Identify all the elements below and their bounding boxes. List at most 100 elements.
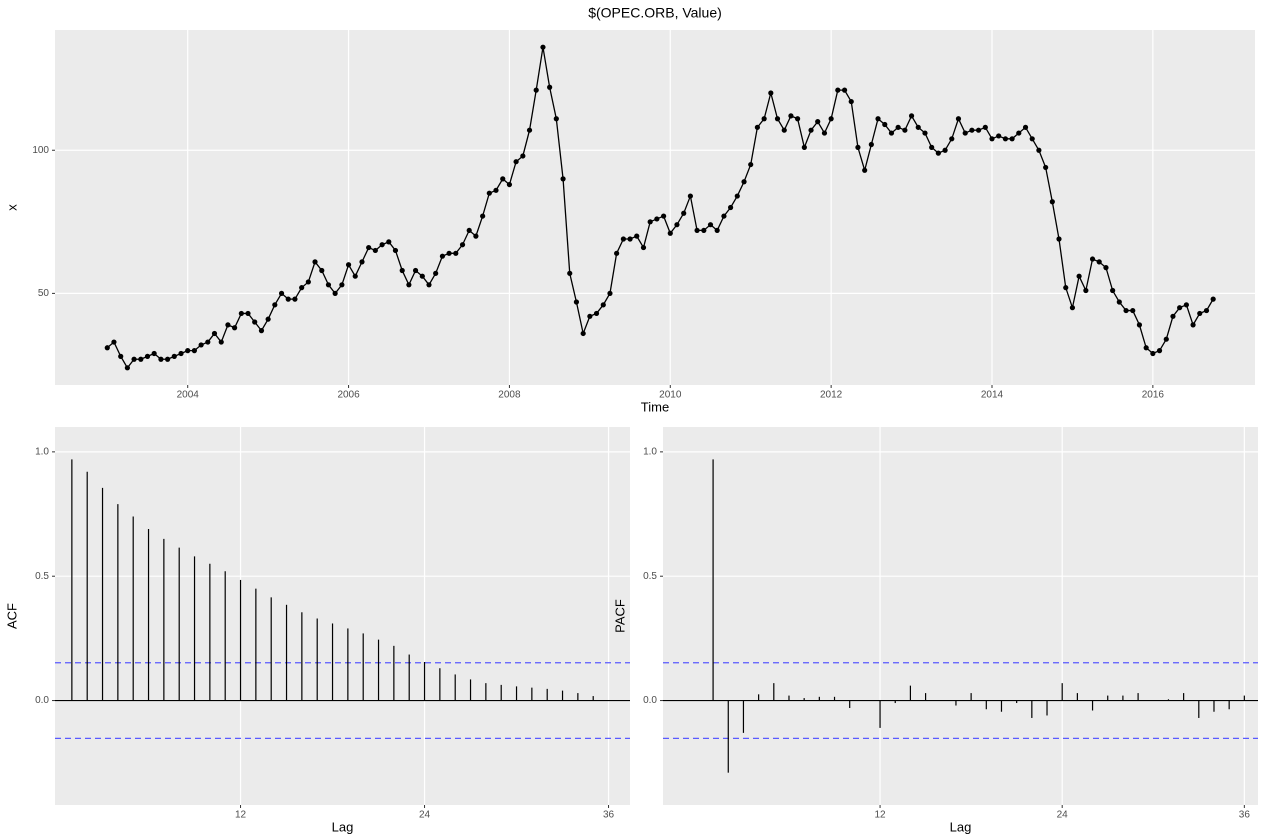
data-point	[426, 282, 432, 288]
data-point	[748, 161, 754, 168]
data-point	[459, 242, 466, 248]
data-point	[661, 213, 667, 219]
data-point	[768, 90, 774, 96]
panel-background	[663, 427, 1258, 805]
data-point	[345, 262, 352, 268]
y-tick-label: 0.5	[643, 571, 657, 582]
panel-background	[55, 30, 1255, 385]
data-point	[339, 282, 345, 288]
data-point	[399, 267, 405, 274]
data-point	[1056, 236, 1062, 242]
data-point	[433, 270, 439, 276]
x-tick-label: 2004	[177, 390, 200, 401]
data-point	[1009, 136, 1015, 142]
data-point	[1076, 273, 1082, 279]
data-point	[741, 179, 747, 185]
y-axis-label: ACF	[4, 603, 19, 629]
data-point	[419, 273, 425, 279]
data-point	[486, 190, 492, 196]
data-point	[144, 353, 151, 359]
data-point	[1163, 336, 1169, 342]
x-tick-label: 36	[603, 810, 615, 821]
data-point	[493, 187, 499, 193]
data-point	[406, 282, 412, 288]
data-point	[560, 176, 566, 182]
data-point	[573, 299, 580, 305]
data-point	[888, 130, 895, 136]
x-tick-label: 24	[1057, 810, 1069, 821]
x-tick-label: 2010	[659, 390, 682, 401]
data-point	[1150, 350, 1156, 357]
data-point	[386, 239, 392, 245]
data-point	[795, 116, 801, 122]
data-point	[1069, 305, 1076, 311]
data-point	[312, 259, 318, 265]
data-point	[352, 273, 358, 279]
data-point	[513, 159, 519, 165]
data-point	[955, 116, 962, 122]
data-point	[151, 350, 157, 357]
data-point	[218, 339, 224, 345]
data-point	[728, 204, 734, 211]
data-point	[1096, 259, 1102, 265]
data-point	[835, 87, 841, 93]
data-point	[439, 253, 446, 259]
data-point	[882, 121, 888, 128]
data-point	[412, 267, 419, 274]
data-point	[526, 127, 533, 133]
data-point	[667, 230, 673, 236]
data-point	[634, 233, 640, 239]
data-point	[1156, 348, 1163, 354]
y-tick-label: 1.0	[35, 447, 49, 458]
data-point	[1210, 296, 1216, 302]
data-point	[761, 116, 767, 122]
data-point	[547, 84, 553, 90]
data-point	[158, 356, 164, 362]
y-tick-label: 0.0	[35, 695, 49, 706]
data-point	[862, 167, 868, 173]
data-point	[821, 130, 828, 136]
y-axis-label: x	[4, 204, 19, 211]
data-point	[848, 98, 854, 105]
x-axis-label: Lag	[950, 819, 972, 834]
data-point	[1103, 265, 1109, 271]
y-tick-label: 0.5	[35, 571, 49, 582]
data-point	[258, 328, 265, 334]
data-point	[332, 290, 338, 296]
data-point	[178, 350, 184, 357]
data-point	[211, 330, 218, 337]
data-point	[640, 244, 647, 251]
data-point	[587, 313, 593, 319]
data-point	[272, 302, 278, 308]
data-point	[118, 353, 124, 359]
data-point	[480, 213, 486, 219]
data-point	[815, 119, 821, 125]
y-tick-label: 50	[38, 288, 50, 299]
data-point	[754, 124, 760, 130]
data-point	[975, 127, 982, 133]
data-point	[1177, 305, 1183, 311]
data-point	[593, 310, 600, 317]
y-tick-label: 1.0	[643, 447, 657, 458]
data-point	[868, 141, 874, 148]
data-point	[580, 330, 586, 337]
data-point	[721, 213, 727, 219]
data-point	[1116, 299, 1122, 305]
data-point	[1136, 322, 1143, 328]
data-point	[855, 144, 861, 150]
data-point	[875, 116, 881, 122]
data-point	[1143, 345, 1149, 351]
data-point	[989, 136, 995, 142]
data-point	[1190, 322, 1196, 328]
data-point	[111, 339, 117, 345]
data-point	[392, 247, 399, 254]
data-point	[774, 116, 781, 122]
data-point	[600, 302, 606, 308]
data-point	[198, 342, 204, 348]
data-point	[788, 113, 794, 119]
data-point	[185, 348, 191, 354]
x-tick-label: 2006	[337, 390, 360, 401]
data-point	[325, 282, 332, 288]
data-point	[707, 222, 714, 228]
x-axis-label: Lag	[332, 819, 354, 834]
